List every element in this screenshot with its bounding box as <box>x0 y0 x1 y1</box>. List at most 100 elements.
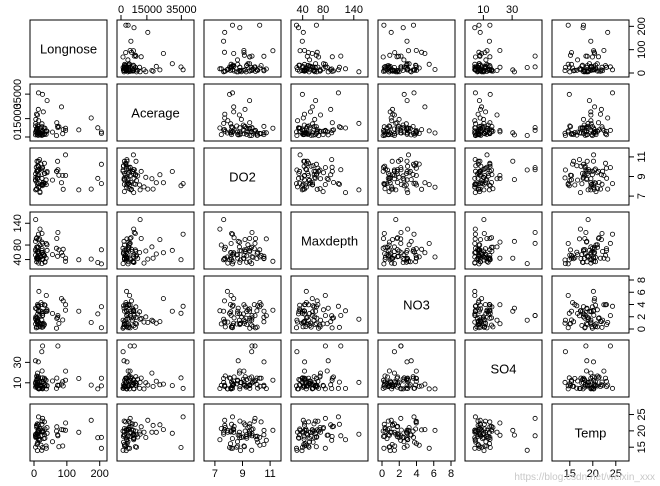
data-point <box>34 179 40 185</box>
data-point <box>562 379 568 385</box>
data-point <box>596 235 602 241</box>
data-point <box>473 121 479 127</box>
data-point <box>532 53 538 59</box>
data-point <box>221 120 227 126</box>
data-point <box>310 64 316 70</box>
data-point <box>532 415 538 421</box>
data-point <box>249 125 255 131</box>
data-point <box>249 261 255 267</box>
data-point <box>403 249 409 255</box>
data-point <box>249 129 255 135</box>
data-point <box>258 419 264 425</box>
data-point <box>261 123 267 129</box>
data-point <box>35 308 41 314</box>
data-point <box>381 445 387 451</box>
data-point <box>482 302 488 308</box>
data-point <box>237 130 243 136</box>
data-point <box>572 182 578 188</box>
data-point <box>405 377 411 383</box>
data-point <box>389 237 395 243</box>
data-point <box>476 325 482 331</box>
data-point <box>126 425 132 431</box>
data-point <box>242 237 248 243</box>
data-point <box>54 424 60 430</box>
data-point <box>596 54 602 60</box>
data-point <box>127 368 133 374</box>
data-point <box>242 106 248 112</box>
data-point <box>124 66 130 72</box>
data-point <box>591 255 597 261</box>
data-point <box>123 50 129 56</box>
data-point <box>387 175 393 181</box>
data-point <box>63 152 69 158</box>
data-point <box>263 313 269 319</box>
data-point <box>484 48 490 54</box>
data-point <box>251 302 257 308</box>
data-point <box>385 175 391 181</box>
data-point <box>40 378 46 384</box>
y-tick-label-so4: 10 <box>12 377 24 389</box>
data-point <box>76 127 82 133</box>
data-point <box>497 127 503 133</box>
data-point <box>588 112 594 118</box>
data-point <box>328 319 334 325</box>
data-point <box>227 91 233 97</box>
data-point <box>426 386 432 392</box>
data-point <box>394 168 400 174</box>
data-point <box>263 130 269 136</box>
data-point <box>228 385 234 391</box>
data-point <box>484 152 490 158</box>
data-point <box>301 383 307 389</box>
data-point <box>39 429 45 435</box>
data-point <box>407 382 413 388</box>
data-point <box>497 302 503 308</box>
data-point <box>412 249 418 255</box>
data-point <box>41 160 47 166</box>
data-point <box>330 127 336 133</box>
data-point <box>336 124 342 130</box>
data-point <box>307 109 313 115</box>
data-point <box>381 129 387 135</box>
data-point <box>145 319 151 325</box>
data-point <box>380 377 386 383</box>
data-point <box>426 240 432 246</box>
data-point <box>408 358 414 364</box>
panel-acerage-vs-so4 <box>464 83 543 142</box>
data-point <box>594 383 600 389</box>
data-point <box>476 261 482 267</box>
data-point <box>413 378 419 384</box>
x-tick-label-temp: 25 <box>610 468 622 480</box>
data-point <box>393 187 399 193</box>
data-point <box>582 127 588 133</box>
data-point <box>33 217 39 223</box>
data-point <box>143 314 149 320</box>
data-point <box>221 38 227 44</box>
data-point <box>35 163 41 169</box>
data-point <box>270 377 276 383</box>
data-point <box>472 240 478 246</box>
data-point <box>50 439 56 445</box>
data-point <box>404 187 410 193</box>
data-point <box>581 67 587 73</box>
data-point <box>565 261 571 267</box>
data-point <box>585 187 591 193</box>
x-tick-label-do2: 11 <box>264 468 275 480</box>
data-point <box>311 304 317 310</box>
data-point <box>476 253 482 259</box>
data-point <box>432 184 438 190</box>
data-point <box>225 319 231 325</box>
data-point <box>401 57 407 63</box>
data-point <box>497 239 503 245</box>
data-point <box>532 167 538 173</box>
data-point <box>381 383 387 389</box>
data-point <box>524 447 530 453</box>
data-point <box>472 292 478 298</box>
data-point <box>406 170 412 176</box>
panel-temp-vs-do2 <box>203 403 282 462</box>
data-point <box>229 436 235 442</box>
data-point <box>39 121 45 127</box>
data-point <box>486 38 492 44</box>
data-point <box>577 313 583 319</box>
data-point <box>130 48 136 54</box>
data-point <box>229 129 235 135</box>
